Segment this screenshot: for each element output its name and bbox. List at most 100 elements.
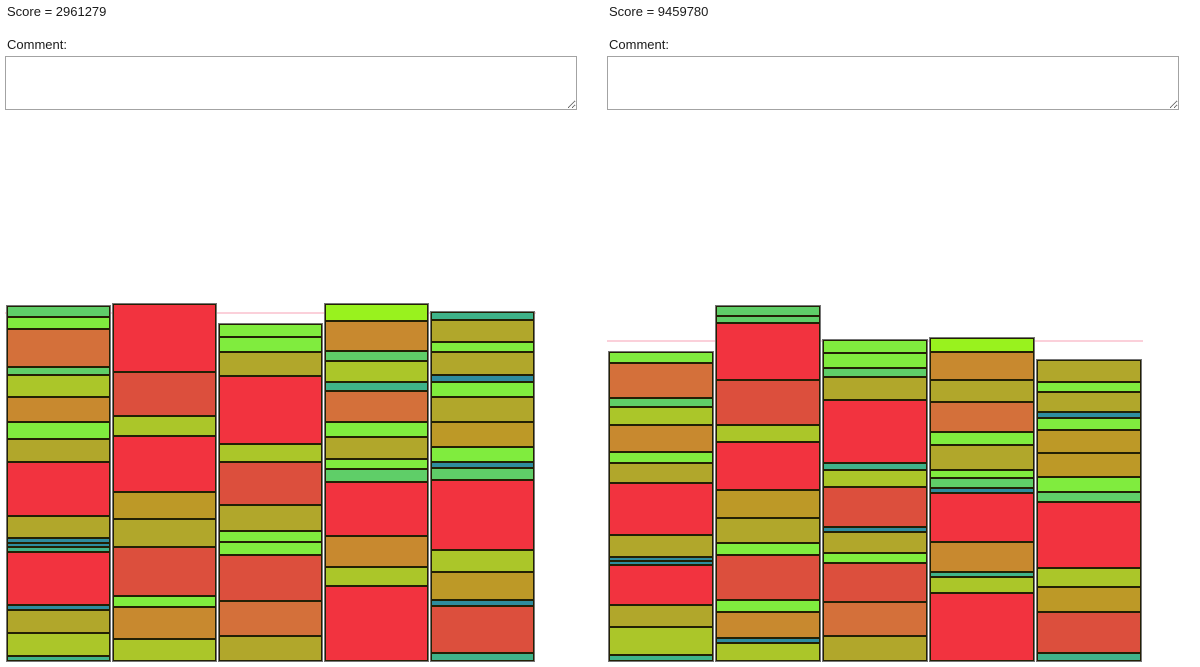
segment-red [325, 586, 428, 661]
segment-orangeBrown [325, 321, 428, 351]
segment-darkYellow [431, 572, 534, 600]
segment-red [325, 482, 428, 536]
segment-olive [823, 377, 927, 400]
segment-orangeBrown [716, 612, 820, 638]
segment-yellowGreen [113, 639, 216, 661]
segment-brightGreen [716, 543, 820, 555]
segment-mediumGreen [431, 468, 534, 480]
segment-redOrange [219, 462, 322, 505]
segment-brightGreen [930, 470, 1034, 478]
segment-brightGreen [823, 553, 927, 563]
segment-tealBlue [431, 375, 534, 382]
segment-olive [7, 439, 110, 462]
segment-tealBlue [7, 605, 110, 610]
reference-line [5, 312, 536, 314]
segment-tealGreen [7, 656, 110, 661]
segment-olive [609, 605, 713, 627]
segment-red [1037, 502, 1141, 568]
segment-brightGreen [325, 422, 428, 437]
stacked-column-3 [218, 323, 323, 662]
segment-orangeBrown [325, 536, 428, 567]
segment-tealBlue [823, 527, 927, 532]
segment-brightGreen [7, 317, 110, 329]
segment-olive [609, 535, 713, 557]
segment-tealGreen [7, 547, 110, 552]
segment-mediumGreen [1037, 492, 1141, 502]
segment-mediumGreen [325, 351, 428, 361]
segment-red [930, 493, 1034, 542]
segment-darkYellow [431, 422, 534, 447]
segment-yellowGreen [219, 444, 322, 462]
segment-tealBlue [609, 561, 713, 565]
stacked-column-4 [929, 337, 1035, 662]
segment-brightGreen [219, 542, 322, 555]
segment-red [113, 304, 216, 372]
segment-tealGreen [609, 655, 713, 661]
segment-red [219, 376, 322, 444]
segment-brightGreen [325, 459, 428, 469]
segment-tealBlue [930, 488, 1034, 493]
segment-olive [823, 636, 927, 661]
segment-darkYellow [113, 492, 216, 519]
segment-olive [823, 532, 927, 553]
segment-yellowGreen [716, 425, 820, 442]
segment-mediumGreen [823, 368, 927, 377]
segment-brightGreen [1037, 382, 1141, 392]
segment-darkYellow [716, 490, 820, 518]
segment-tealGreen [431, 312, 534, 320]
comment-textarea[interactable] [607, 56, 1179, 110]
segment-brightGreen [1037, 477, 1141, 492]
segment-mediumGreen [716, 306, 820, 316]
segment-red [609, 483, 713, 535]
segment-orangeBrown [113, 607, 216, 639]
segment-olive [609, 463, 713, 483]
segment-redOrange [823, 487, 927, 527]
segment-orange [609, 363, 713, 398]
segment-olive [1037, 360, 1141, 382]
segment-tealGreen [823, 463, 927, 470]
segment-brightGreen [716, 600, 820, 612]
stacked-column-5 [430, 311, 535, 662]
segment-red [930, 593, 1034, 661]
segment-brightGreen [219, 337, 322, 352]
segment-olive [7, 610, 110, 633]
segment-darkYellow [1037, 587, 1141, 612]
comment-textarea[interactable] [5, 56, 577, 110]
stacked-column-2 [112, 303, 217, 662]
segment-olive [7, 516, 110, 538]
segment-orange [930, 402, 1034, 432]
segment-chartreuse [325, 304, 428, 321]
stacked-bar-chart-left [5, 303, 536, 662]
segment-mediumGreen [609, 398, 713, 407]
comment-label: Comment: [609, 37, 669, 52]
segment-tealGreen [325, 382, 428, 391]
segment-brightGreen [219, 531, 322, 542]
segment-tealBlue [609, 557, 713, 561]
segment-yellowGreen [7, 375, 110, 397]
segment-darkYellow [1037, 430, 1141, 453]
segment-brightGreen [823, 340, 927, 353]
segment-brightGreen [431, 382, 534, 397]
segment-yellowGreen [823, 470, 927, 487]
segment-olive [431, 320, 534, 342]
segment-red [113, 436, 216, 492]
segment-brightGreen [609, 452, 713, 463]
segment-olive [113, 519, 216, 547]
segment-redOrange [431, 606, 534, 653]
segment-yellowGreen [930, 577, 1034, 593]
segment-red [823, 400, 927, 463]
segment-tealBlue [7, 543, 110, 547]
segment-olive [219, 636, 322, 661]
stacked-column-3 [822, 339, 928, 662]
segment-orangeBrown [930, 542, 1034, 572]
segment-chartreuse [930, 338, 1034, 352]
segment-orangeBrown [930, 352, 1034, 380]
segment-orange [823, 602, 927, 636]
segment-orange [7, 329, 110, 367]
segment-yellowGreen [609, 407, 713, 425]
segment-red [716, 323, 820, 380]
segment-red [431, 480, 534, 550]
segment-tealBlue [431, 462, 534, 468]
segment-yellowGreen [716, 643, 820, 661]
